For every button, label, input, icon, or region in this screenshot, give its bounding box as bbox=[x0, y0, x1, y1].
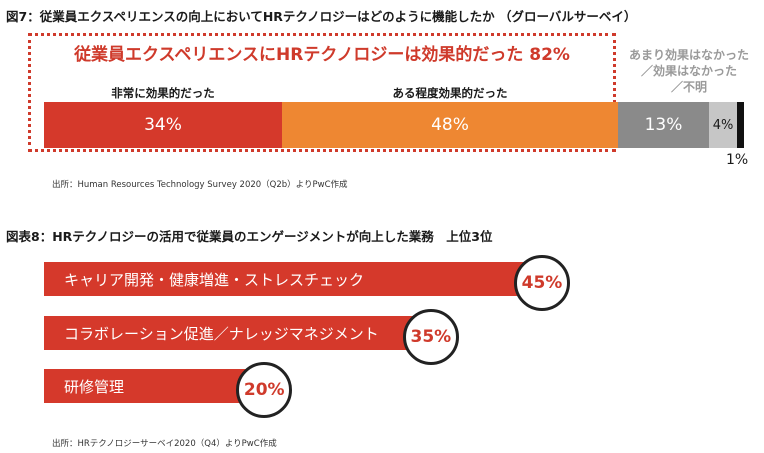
stacked-bar: 34% 48% 13% 4% bbox=[44, 102, 744, 148]
figure7-title: 図7：従業員エクスペリエンスの向上においてHRテクノロジーはどのように機能したか… bbox=[6, 9, 637, 24]
ranking-value-circle-2: 35% bbox=[402, 309, 459, 365]
ranking-bar-2: コラボレーション促進／ナレッジマネジメント bbox=[44, 316, 433, 350]
stack-segment-4: 4% bbox=[709, 102, 737, 148]
ranking-bar-label-3: 研修管理 bbox=[64, 377, 125, 396]
ranking-bar-label-1: キャリア開発・健康増進・ストレスチェック bbox=[64, 270, 365, 289]
stack-segment-3: 13% bbox=[618, 102, 709, 148]
ranking-bar-label-2: コラボレーション促進／ナレッジマネジメント bbox=[64, 324, 379, 343]
other-label-line-2: ／効果はなかった bbox=[640, 64, 737, 78]
ranking-bar-1: キャリア開発・健康増進・ストレスチェック bbox=[44, 262, 544, 296]
figure7-source: 出所：Human Resources Technology Survey 202… bbox=[52, 180, 348, 190]
effective-highlight-box bbox=[28, 33, 616, 152]
segment-value-label-5: 1% bbox=[726, 152, 749, 168]
stack-segment-5 bbox=[737, 102, 744, 148]
figure8-source: 出所：HRテクノロジーサーベイ2020（Q4）よりPwC作成 bbox=[52, 439, 277, 449]
stack-segment-1: 34% bbox=[44, 102, 282, 148]
ranking-bar-3: 研修管理 bbox=[44, 369, 267, 403]
segment-value-label-3: 13% bbox=[644, 115, 683, 135]
other-label-line-3: ／不明 bbox=[670, 80, 707, 94]
ranking-value-label-3: 20% bbox=[243, 380, 285, 400]
segment-value-label-4: 4% bbox=[712, 117, 734, 133]
segment-name-label-1: 非常に効果的だった bbox=[111, 86, 215, 100]
segment-value-label-1: 34% bbox=[144, 115, 182, 135]
ranking-value-circle-3: 20% bbox=[236, 362, 293, 418]
ranking-value-label-1: 45% bbox=[521, 273, 563, 293]
ranking-value-circle-1: 45% bbox=[514, 255, 570, 311]
figure8-title: 図表8：HRテクノロジーの活用で従業員のエンゲージメントが向上した業務 上位3位 bbox=[6, 229, 493, 244]
ranking-value-label-2: 35% bbox=[410, 327, 452, 347]
effective-highlight-text: 従業員エクスペリエンスにHRテクノロジーは効果的だった 82% bbox=[74, 45, 570, 65]
stack-segment-2: 48% bbox=[282, 102, 618, 148]
segment-name-label-2: ある程度効果的だった bbox=[392, 86, 508, 100]
other-label-line-1: あまり効果はなかった bbox=[628, 48, 749, 62]
other-responses-label: あまり効果はなかった ／効果はなかった ／不明 bbox=[616, 47, 762, 95]
segment-value-label-2: 48% bbox=[431, 115, 469, 135]
